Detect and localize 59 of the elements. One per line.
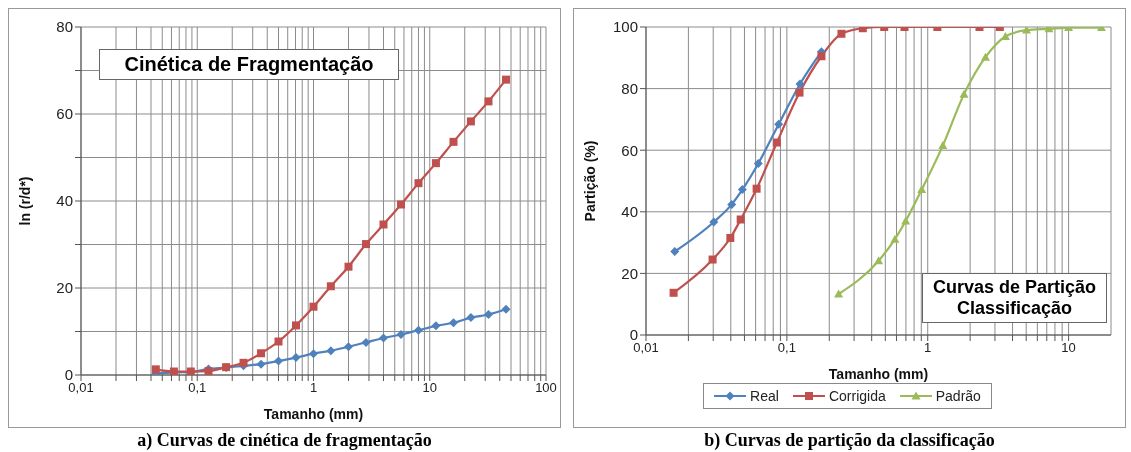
point: [448, 318, 458, 328]
point: [414, 179, 423, 188]
legend-label: Real: [750, 388, 779, 404]
y-tick-label: 60: [56, 105, 73, 123]
x-axis-title: Tamanho (mm): [263, 406, 364, 422]
y-tick-label: 80: [621, 79, 638, 97]
point: [362, 240, 371, 249]
point: [396, 330, 406, 340]
point: [483, 310, 493, 320]
point: [379, 220, 388, 229]
y-axis-title: ln (r/d*): [16, 176, 33, 226]
legend-label: Padrão: [935, 388, 981, 404]
point: [361, 337, 371, 347]
point: [466, 313, 476, 323]
point: [502, 75, 511, 84]
point: [151, 365, 160, 374]
point: [484, 97, 493, 106]
y-tick-label: 60: [621, 141, 638, 159]
x-tick-label: 10: [1061, 340, 1076, 356]
point: [257, 349, 266, 358]
point: [326, 346, 336, 356]
point: [431, 321, 441, 331]
point: [291, 353, 301, 363]
x-tick-label: 1: [309, 380, 318, 396]
legend-label: Corrigida: [828, 388, 886, 404]
x-tick-label: 100: [535, 380, 557, 396]
title-box: Curvas de Partição Classificação: [922, 273, 1107, 323]
point: [256, 359, 266, 369]
x-tick-label: 0,1: [188, 380, 207, 396]
point: [239, 358, 248, 367]
point: [309, 349, 318, 359]
text: b) Curvas de partição da classificação: [703, 430, 996, 451]
y-tick-label: 20: [621, 264, 638, 282]
point: [344, 262, 353, 271]
x-tick-label: 1: [924, 340, 932, 356]
point: [292, 321, 300, 330]
x-axis-title: Tamanho (mm): [828, 366, 929, 382]
point: [326, 282, 335, 291]
y-tick-label: 100: [612, 18, 638, 36]
point: [274, 356, 284, 366]
point: [501, 304, 511, 314]
point: [449, 137, 458, 146]
x-tick-label: 0,1: [777, 340, 796, 356]
title-box: Cinética de Fragmentação: [99, 49, 399, 80]
point: [343, 342, 353, 352]
y-tick-label: 80: [56, 18, 73, 36]
x-tick-label: 10: [422, 380, 437, 396]
y-axis-title: Partição (%): [581, 140, 598, 222]
point: [413, 325, 423, 335]
text: a) Curvas de cinética de fragmentação: [136, 430, 433, 451]
y-tick-label: 20: [56, 279, 73, 297]
y-tick-label: 40: [621, 203, 638, 221]
y-tick-label: 40: [56, 192, 73, 210]
point: [274, 337, 283, 346]
point: [309, 302, 318, 311]
point: [378, 333, 388, 343]
point: [397, 200, 406, 209]
point: [431, 159, 440, 168]
point: [466, 117, 475, 126]
